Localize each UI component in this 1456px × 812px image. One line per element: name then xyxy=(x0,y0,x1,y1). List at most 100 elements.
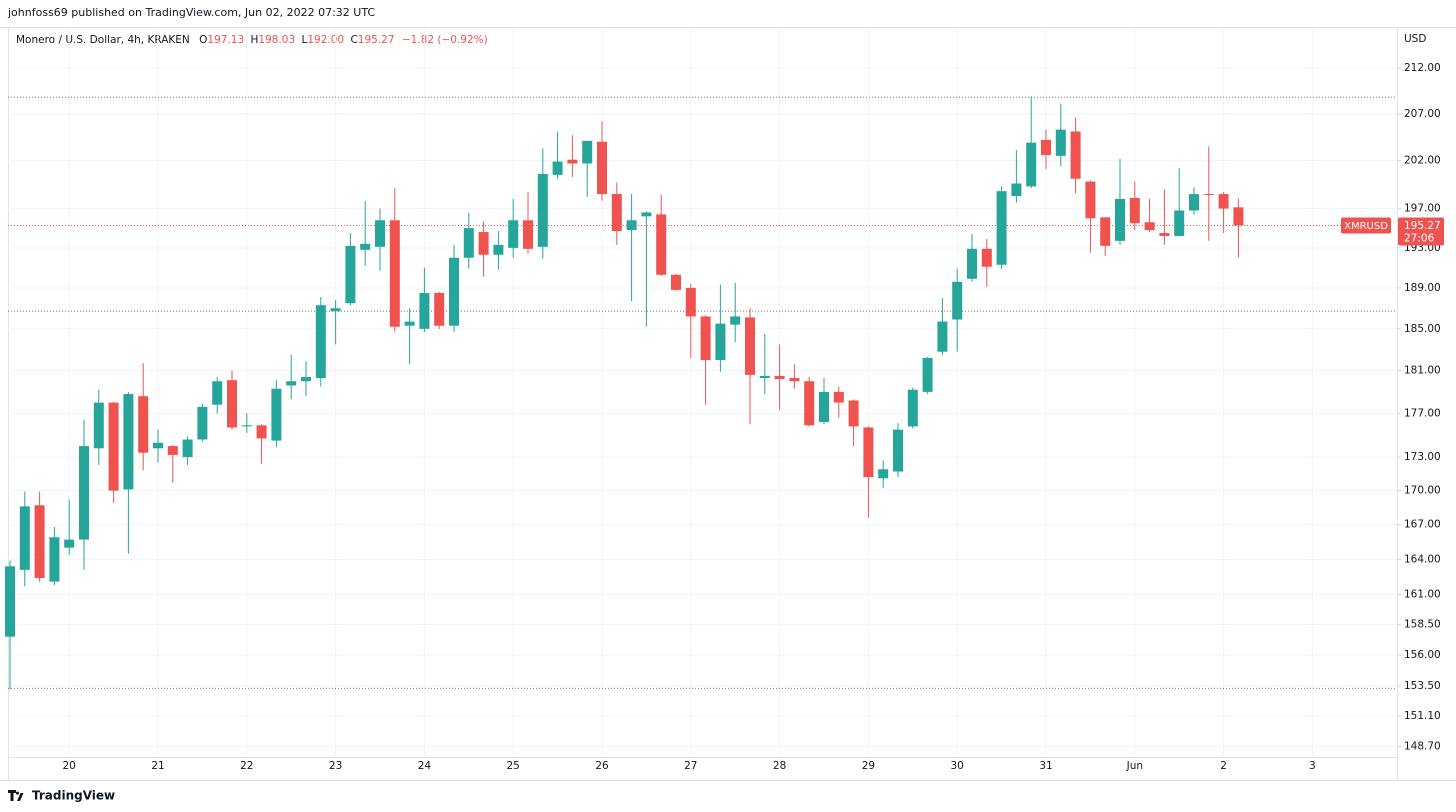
y-tick-label: 177.00 xyxy=(1404,407,1441,419)
x-tick-label: 23 xyxy=(329,760,342,772)
y-tick-label: 212.00 xyxy=(1404,62,1441,74)
candle-body xyxy=(833,391,844,403)
candle-body xyxy=(1070,131,1081,179)
candle-body xyxy=(789,378,800,382)
candle-body xyxy=(730,316,741,325)
x-tick-label: 24 xyxy=(418,760,432,772)
candle-body xyxy=(256,425,267,439)
candle-body xyxy=(286,381,297,386)
x-tick-label: Jun xyxy=(1126,760,1143,772)
candle-body xyxy=(478,232,489,255)
candle-body xyxy=(212,381,223,405)
x-tick-label: 25 xyxy=(507,760,520,772)
y-tick-label: 153.50 xyxy=(1404,680,1441,692)
candle-body xyxy=(227,380,237,428)
symbol-badge xyxy=(1341,217,1391,234)
x-tick-label: 26 xyxy=(595,760,609,772)
x-tick-label: 3 xyxy=(1309,760,1316,772)
candle-body xyxy=(685,287,696,317)
y-axis-label: USD xyxy=(1404,33,1426,45)
candle-body xyxy=(952,281,963,320)
brand: TradingView xyxy=(32,789,115,803)
candle-body xyxy=(1189,194,1199,211)
countdown-label: 27:06 xyxy=(1404,232,1435,244)
candle-body xyxy=(552,161,563,175)
legend-key: L xyxy=(301,34,307,46)
candle-body xyxy=(463,228,474,258)
x-tick-label: 28 xyxy=(773,760,786,772)
y-tick-label: 207.00 xyxy=(1404,108,1441,120)
candle-body xyxy=(34,505,45,579)
candle-body xyxy=(1233,207,1244,226)
candle-body xyxy=(182,439,193,458)
candle-body xyxy=(848,400,859,427)
axes: 148.70 151.10 153.50 156.00 158.50 161.00 164.… xyxy=(63,62,1444,772)
candle-body xyxy=(1085,181,1096,219)
candle-body xyxy=(1026,142,1037,187)
candle-body xyxy=(493,244,504,255)
candle-body xyxy=(64,539,75,548)
candle-body xyxy=(449,257,459,326)
legend-value: 195.27 xyxy=(358,34,395,46)
candle-body xyxy=(626,220,637,231)
x-tick-label: 31 xyxy=(1039,760,1052,772)
y-tick-label: 173.00 xyxy=(1404,451,1441,463)
footer-logo: TradingView xyxy=(8,789,115,803)
candle-body xyxy=(5,566,15,637)
candle-body xyxy=(597,141,607,195)
x-tick-label: 30 xyxy=(951,760,964,772)
candles xyxy=(5,96,1244,690)
candle-body xyxy=(804,381,815,426)
candle-body xyxy=(1129,197,1140,224)
candle-body xyxy=(153,442,163,449)
y-tick-label: 185.00 xyxy=(1404,323,1441,335)
logo-icon xyxy=(8,790,24,801)
y-tick-label: 202.00 xyxy=(1404,155,1441,167)
legend-change: −1.82 (−0.92%) xyxy=(402,34,488,46)
legend: Monero / U.S. Dollar, 4h, KRAKEN O197.13… xyxy=(16,34,488,46)
byline: johnfoss69 published on TradingView.com,… xyxy=(7,6,375,19)
candle-body xyxy=(671,274,681,290)
candle-body xyxy=(434,292,445,326)
candle-body xyxy=(967,248,977,279)
candle-body xyxy=(404,321,415,326)
x-tick-label: 27 xyxy=(684,760,697,772)
y-tick-label: 170.00 xyxy=(1404,485,1441,497)
candle-body xyxy=(315,305,326,379)
legend-value: 198.03 xyxy=(258,34,295,46)
candle-body xyxy=(937,321,948,352)
candle-body xyxy=(641,212,652,217)
candle-body xyxy=(1041,139,1051,155)
candle-body xyxy=(922,357,933,392)
candle-body xyxy=(1055,129,1066,156)
x-tick-label: 29 xyxy=(862,760,875,772)
legend-title: Monero / U.S. Dollar, 4h, KRAKEN xyxy=(16,34,190,46)
candle-body xyxy=(1144,222,1155,231)
candle-body xyxy=(656,214,667,275)
candle-body xyxy=(893,429,903,472)
candle-body xyxy=(745,317,755,375)
candle-body xyxy=(700,316,711,361)
candle-body xyxy=(508,220,519,248)
candle-body xyxy=(375,220,385,247)
candle-body xyxy=(108,402,119,491)
y-tick-label: 197.00 xyxy=(1404,203,1441,215)
candle-body xyxy=(419,292,430,329)
candle-body xyxy=(715,323,726,361)
y-tick-label: 161.00 xyxy=(1404,589,1441,601)
x-tick-label: 20 xyxy=(63,760,76,772)
candle-body xyxy=(996,191,1007,265)
candle-body xyxy=(981,248,992,267)
candle-body xyxy=(167,446,178,455)
candle-body xyxy=(197,406,208,440)
candle-body xyxy=(567,159,578,164)
candle-body xyxy=(1115,198,1125,241)
x-tick-label: 22 xyxy=(240,760,253,772)
candle-body xyxy=(93,402,104,449)
price-label: 195.27 xyxy=(1404,220,1441,232)
candle-body xyxy=(301,376,311,382)
candle-body xyxy=(330,308,341,312)
